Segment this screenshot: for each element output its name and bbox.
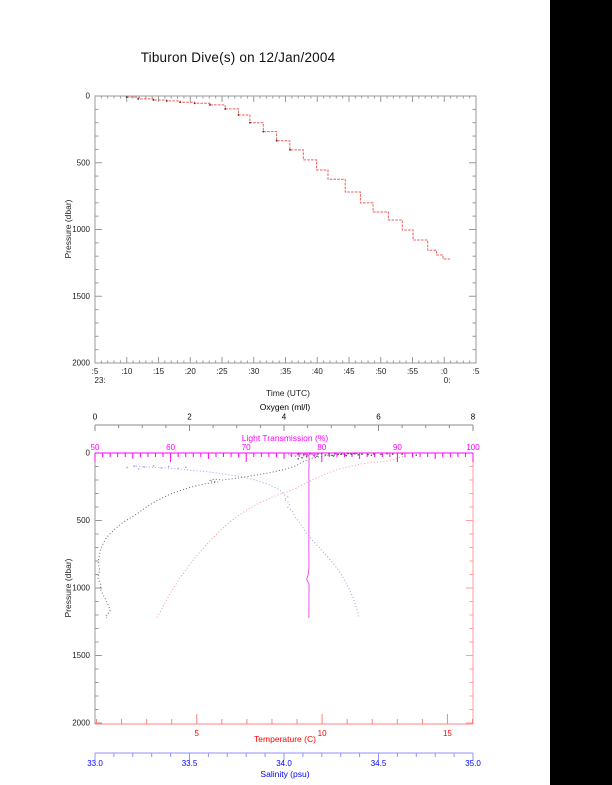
svg-text:6: 6: [376, 413, 381, 422]
svg-text:2000: 2000: [72, 719, 90, 728]
dive-time-chart: :5:10:15:20:25:30:35:40:45:50:55:0:523: 0…: [72, 92, 480, 386]
svg-text:8: 8: [471, 413, 476, 422]
pressure-axis-right: [466, 452, 474, 724]
time-tick-labels: :5:10:15:20:25:30:35:40:45:50:55:0:523: 0…: [92, 367, 480, 385]
svg-text:0: 0: [86, 92, 91, 101]
svg-text::55: :55: [407, 367, 419, 376]
svg-text:2000: 2000: [72, 359, 90, 368]
right-black-band: [550, 0, 612, 785]
svg-text:100: 100: [466, 443, 480, 452]
svg-text:35.0: 35.0: [465, 759, 481, 768]
svg-text::45: :45: [343, 367, 355, 376]
svg-text:2: 2: [187, 413, 192, 422]
svg-text:500: 500: [77, 516, 91, 525]
svg-text:1000: 1000: [72, 225, 90, 234]
svg-text:10: 10: [318, 729, 327, 738]
time-axis-ticks: [94, 96, 477, 363]
svg-text:80: 80: [317, 443, 326, 452]
svg-text:70: 70: [242, 443, 251, 452]
page-title: Tiburon Dive(s) on 12/Jan/2004: [140, 50, 336, 65]
svg-text::50: :50: [375, 367, 387, 376]
svg-text:0: 0: [93, 413, 98, 422]
pressure-tick-labels-top-chart: 0 500 1000 1500 2000: [72, 92, 90, 368]
oxygen-profile-line: [97, 453, 358, 619]
svg-text:33.5: 33.5: [182, 759, 198, 768]
svg-text:60: 60: [166, 443, 175, 452]
pressure-axis-ticks-top-chart: [95, 95, 476, 364]
svg-text:500: 500: [77, 158, 91, 167]
ctd-chart: 0 500 1000 1500 2000 0 2 4 6 8 50 60 70 80 90 100 5 10 15 3…: [72, 413, 481, 769]
salinity-profile-line: [132, 465, 360, 619]
pressure-axis-title-top: Pressure (dbar): [63, 199, 73, 259]
salinity-axis: 33.0 33.5 34.0 34.5 35.0: [87, 752, 481, 768]
svg-text::35: :35: [280, 367, 292, 376]
svg-text:1500: 1500: [72, 292, 90, 301]
oxygen-axis: 0 2 4 6 8: [93, 413, 476, 431]
svg-text:5: 5: [195, 729, 200, 738]
svg-text::10: :10: [121, 367, 133, 376]
light-transmission-axis-title: Light Transmission (%): [241, 433, 329, 443]
svg-text::5: :5: [92, 367, 99, 376]
light-transmission-profile-line: [303, 452, 310, 618]
svg-text:34.5: 34.5: [371, 759, 387, 768]
svg-text:34.0: 34.0: [276, 759, 292, 768]
svg-text::20: :20: [185, 367, 197, 376]
svg-text:0:: 0:: [444, 376, 451, 385]
svg-text::40: :40: [312, 367, 324, 376]
svg-text:15: 15: [443, 729, 452, 738]
svg-text:1000: 1000: [72, 584, 90, 593]
svg-text:90: 90: [393, 443, 402, 452]
surface-oxygen-scatter: [297, 452, 418, 460]
svg-text:33.0: 33.0: [87, 759, 103, 768]
dive-chart-frame: [94, 95, 477, 364]
descent-profile-line: [126, 96, 450, 260]
svg-text::30: :30: [248, 367, 260, 376]
svg-text:23:: 23:: [95, 376, 106, 385]
svg-text:50: 50: [91, 443, 100, 452]
pressure-axis-title-bottom: Pressure (dbar): [63, 558, 73, 618]
light-transmission-axis: 50 60 70 80 90 100: [91, 443, 480, 462]
descent-profile-dots: [125, 96, 291, 151]
pressure-axis-left: 0 500 1000 1500 2000: [72, 449, 102, 728]
temperature-axis: 5 10 15: [95, 714, 473, 738]
svg-text:4: 4: [282, 413, 287, 422]
svg-text::15: :15: [153, 367, 165, 376]
salinity-axis-title: Salinity (psu): [260, 769, 310, 779]
surface-light-scatter: [287, 452, 317, 457]
svg-text::0: :0: [441, 367, 448, 376]
svg-text::25: :25: [216, 367, 228, 376]
svg-text::5: :5: [473, 367, 480, 376]
surface-salinity-dots: [126, 465, 187, 470]
time-axis-title: Time (UTC): [265, 388, 311, 398]
oxygen-axis-title: Oxygen (ml/l): [259, 402, 311, 412]
temperature-axis-title: Temperature (C): [254, 734, 316, 744]
temperature-profile-line: [156, 453, 409, 619]
svg-text:0: 0: [86, 449, 91, 458]
svg-text:1500: 1500: [72, 651, 90, 660]
